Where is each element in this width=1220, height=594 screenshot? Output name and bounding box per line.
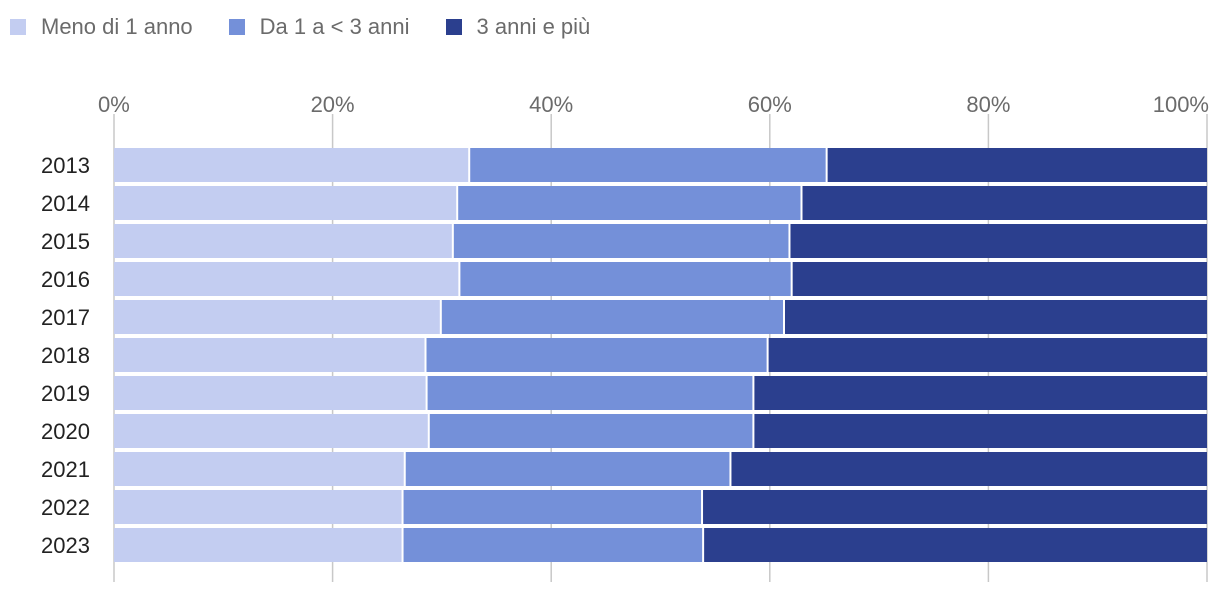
legend-item-meno-di-1-anno: Meno di 1 anno [10,14,193,40]
bar-segment [114,414,429,448]
bar-segment [459,262,792,296]
y-category-label: 2022 [41,495,90,520]
y-category-label: 2018 [41,343,90,368]
bar-segment [753,414,1207,448]
legend-swatch [228,19,245,35]
x-tick-label: 40% [529,92,573,117]
bar-segment [801,186,1207,220]
y-category-label: 2014 [41,191,90,216]
bar-segment [114,186,458,220]
bar-segment [425,338,768,372]
legend-item-da-1-a-3-anni: Da 1 a < 3 anni [228,14,410,40]
bar-segment [784,300,1207,334]
bar-segment [753,376,1207,410]
bar-segment [469,148,827,182]
bar-segment [114,452,405,486]
x-tick-label: 60% [748,92,792,117]
y-category-label: 2017 [41,305,90,330]
bar-segment [702,490,1207,524]
bar-segment [114,262,460,296]
bar-segment [826,148,1207,182]
bars [114,148,1207,562]
y-category-label: 2013 [41,153,90,178]
bar-segment [404,452,731,486]
bar-segment [402,528,704,562]
legend-swatch [10,19,26,35]
x-tick-label: 80% [966,92,1010,117]
legend-label: Da 1 a < 3 anni [259,14,410,39]
y-axis-category-labels: 2013 2014 2015 2016 2017 2018 2019 2020 2021 2022… [41,153,90,558]
bar-segment [703,528,1207,562]
bar-segment [440,300,785,334]
x-axis-tick-labels: 0% 20% 40% 60% 80% 100% [98,92,1209,117]
legend-item-3-anni-e-piu: 3 anni e più [445,14,591,40]
legend-swatch [445,19,462,35]
bar-segment [452,224,790,258]
bar-segment [114,528,403,562]
bar-segment [114,148,470,182]
y-category-label: 2023 [41,533,90,558]
bar-segment [114,490,403,524]
y-category-label: 2021 [41,457,90,482]
x-tick-label: 100% [1153,92,1209,117]
legend-label: Meno di 1 anno [41,14,193,39]
bar-segment [791,262,1207,296]
bar-segment [426,376,754,410]
bar-segment [428,414,754,448]
bar-segment [114,300,441,334]
legend-label: 3 anni e più [476,14,591,39]
bar-segment [789,224,1207,258]
bar-segment [730,452,1207,486]
chart-legend: Meno di 1 anno Da 1 a < 3 anni 3 anni e … [10,12,626,42]
bar-segment [114,224,453,258]
bar-segment [114,338,426,372]
x-tick-label: 0% [98,92,130,117]
bar-segment [457,186,802,220]
y-category-label: 2015 [41,229,90,254]
y-category-label: 2019 [41,381,90,406]
bar-segment [114,376,427,410]
y-category-label: 2020 [41,419,90,444]
bar-segment [767,338,1207,372]
x-tick-label: 20% [311,92,355,117]
y-category-label: 2016 [41,267,90,292]
bar-segment [402,490,703,524]
